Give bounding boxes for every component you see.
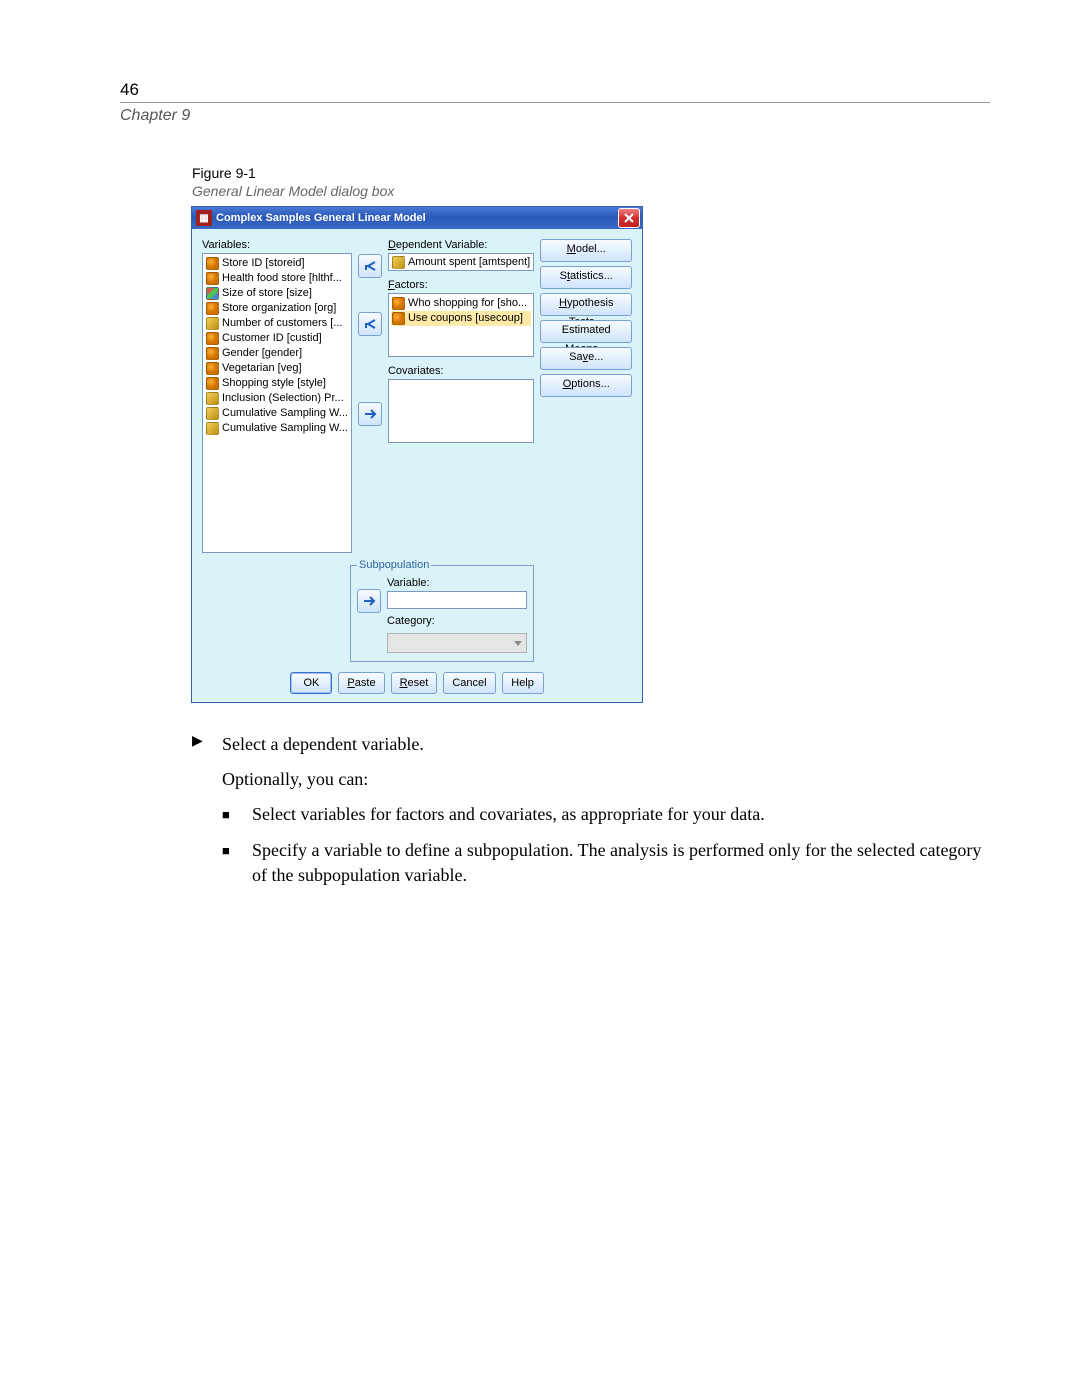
variable-icon [206,362,219,375]
variable-icon [206,347,219,360]
list-item[interactable]: Store ID [storeid] [205,256,349,271]
variable-text: Vegetarian [veg] [222,361,302,376]
list-item[interactable]: Health food store [hlthf... [205,271,349,286]
variables-listbox[interactable]: Store ID [storeid]Health food store [hlt… [202,253,352,553]
variable-text: Cumulative Sampling W... [222,406,348,421]
variable-icon [392,297,405,310]
move-dependent-button[interactable] [358,254,382,278]
move-covariates-button[interactable] [358,402,382,426]
model-button[interactable]: Model... [540,239,632,262]
variable-text: Store ID [storeid] [222,256,305,271]
subvariable-label: Variable: [387,577,527,589]
variable-text: Who shopping for [sho... [408,296,527,311]
covariates-label: Covariates: [388,365,534,377]
list-item[interactable]: Shopping style [style] [205,376,349,391]
variable-text: Size of store [size] [222,286,312,301]
variable-text: Health food store [hlthf... [222,271,342,286]
figure-number: Figure 9-1 [192,165,990,181]
scale-icon [392,256,405,269]
variable-icon [206,377,219,390]
list-item[interactable]: Cumulative Sampling W... [205,421,349,436]
app-icon: ▦ [196,210,212,226]
list-item[interactable]: Who shopping for [sho... [391,296,531,311]
move-subvariable-button[interactable] [357,589,381,613]
subvariable-box[interactable] [387,591,527,609]
subcategory-label: Category: [387,615,527,627]
variable-text: Number of customers [... [222,316,342,331]
variable-text: Cumulative Sampling W... [222,421,348,436]
dialog-window: ▦ Complex Samples General Linear Model V… [192,207,642,702]
dialog-title: Complex Samples General Linear Model [216,212,426,224]
list-item[interactable]: Size of store [size] [205,286,349,301]
ok-button[interactable]: OK [290,672,332,694]
dependent-label: Dependent Variable: [388,239,534,251]
help-button[interactable]: Help [502,672,544,694]
list-item[interactable]: Customer ID [custid] [205,331,349,346]
reset-button[interactable]: Reset [391,672,438,694]
hypothesis-tests-button[interactable]: Hypothesis Tests... [540,293,632,316]
variable-text: Store organization [org] [222,301,336,316]
statistics-button[interactable]: Statistics... [540,266,632,289]
options-button[interactable]: Options... [540,374,632,397]
step-text: Select a dependent variable. [222,732,990,757]
variable-icon [206,422,219,435]
estimated-means-button[interactable]: Estimated Means... [540,320,632,343]
variable-icon [206,257,219,270]
variable-icon [206,302,219,315]
list-item[interactable]: Vegetarian [veg] [205,361,349,376]
list-item[interactable]: Store organization [org] [205,301,349,316]
variable-icon [206,272,219,285]
covariates-box[interactable] [388,379,534,443]
dependent-value: Amount spent [amtspent] [408,255,530,270]
variable-icon [392,312,405,325]
chevron-down-icon [514,641,522,646]
bullet-text: Select variables for factors and covaria… [252,802,990,827]
figure-title: General Linear Model dialog box [192,183,990,199]
subpopulation-legend: Subpopulation [357,559,431,571]
close-icon[interactable] [618,208,640,228]
save-button[interactable]: Save... [540,347,632,370]
variable-text: Use coupons [usecoup] [408,311,523,326]
list-item[interactable]: Inclusion (Selection) Pr... [205,391,349,406]
variable-icon [206,392,219,405]
subpopulation-group: Subpopulation Variable: Category: [350,559,534,662]
variable-icon [206,407,219,420]
variable-text: Gender [gender] [222,346,302,361]
optional-intro: Optionally, you can: [222,767,990,792]
list-item[interactable]: Use coupons [usecoup] [391,311,531,326]
list-item[interactable]: Gender [gender] [205,346,349,361]
list-item[interactable]: Number of customers [... [205,316,349,331]
variable-text: Inclusion (Selection) Pr... [222,391,344,406]
bullet-icon: ■ [222,802,240,827]
factors-label: Factors: [388,279,534,291]
variable-icon [206,317,219,330]
bullet-text: Specify a variable to define a subpopula… [252,838,990,888]
dependent-box[interactable]: Amount spent [amtspent] [388,253,534,271]
variables-label: Variables: [202,239,352,251]
title-bar: ▦ Complex Samples General Linear Model [192,207,642,229]
paste-button[interactable]: Paste [338,672,384,694]
variable-text: Shopping style [style] [222,376,326,391]
cancel-button[interactable]: Cancel [443,672,495,694]
step-marker-icon: ▶ [192,732,210,757]
variable-icon [206,332,219,345]
chapter-label: Chapter 9 [120,102,990,125]
variable-text: Customer ID [custid] [222,331,322,346]
page-number: 46 [120,80,990,100]
move-factors-button[interactable] [358,312,382,336]
bullet-icon: ■ [222,838,240,888]
subcategory-dropdown[interactable] [387,633,527,653]
variable-icon [206,287,219,300]
list-item[interactable]: Cumulative Sampling W... [205,406,349,421]
factors-box[interactable]: Who shopping for [sho...Use coupons [use… [388,293,534,357]
